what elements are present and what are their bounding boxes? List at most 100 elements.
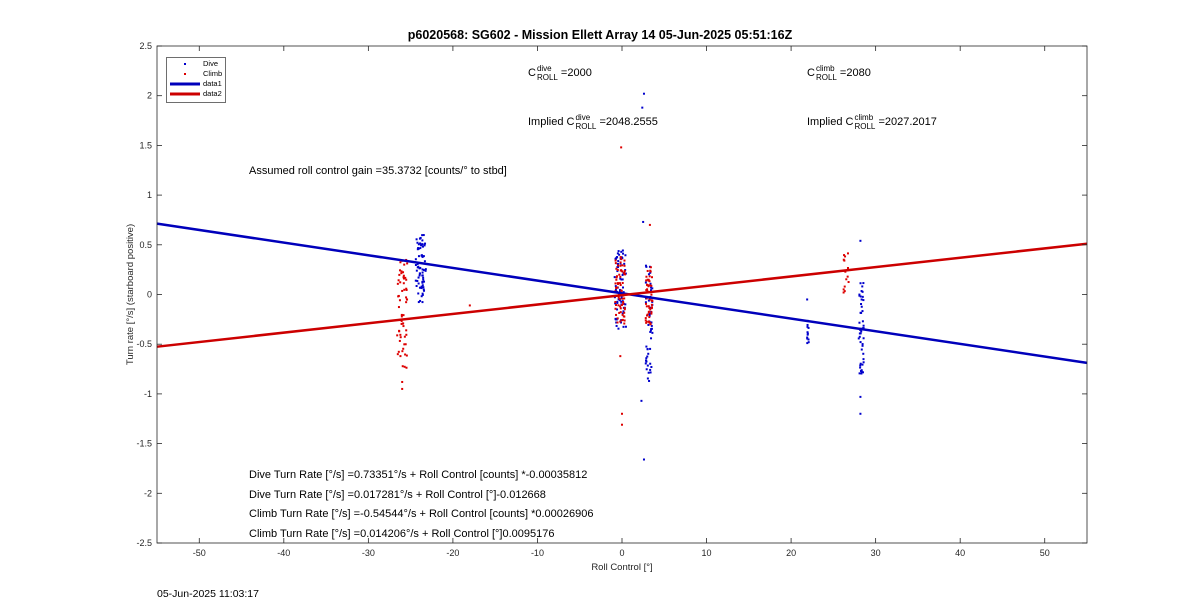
scatter-point-dive — [420, 287, 423, 290]
scatter-point-dive — [647, 352, 650, 355]
scatter-point-climb — [623, 272, 626, 275]
scatter-point-climb — [618, 282, 621, 285]
scatter-point-climb — [619, 355, 622, 358]
scatter-point-climb — [649, 323, 652, 326]
scatter-point-climb — [402, 277, 405, 280]
scatter-point-dive — [648, 314, 651, 317]
scatter-point-dive — [650, 321, 653, 324]
implied-climb-sub: ROLL — [854, 122, 876, 131]
c-roll-climb-base: C — [807, 66, 815, 79]
scatter-point-climb — [399, 336, 402, 339]
legend-item-data2: data2 — [167, 89, 225, 99]
scatter-point-dive — [807, 341, 810, 344]
scatter-point-dive — [621, 249, 624, 252]
x-tick-label: 20 — [786, 548, 796, 558]
scatter-point-climb — [843, 290, 846, 293]
scatter-point-dive — [858, 332, 861, 335]
scatter-point-dive — [646, 348, 649, 351]
scatter-point-climb — [398, 269, 401, 272]
scatter-point-dive — [423, 280, 426, 283]
fit-line-data1 — [156, 222, 1088, 365]
fit-line-data2 — [156, 242, 1088, 348]
legend-item-data1: data1 — [167, 79, 225, 89]
scatter-point-dive — [619, 288, 622, 291]
scatter-point-climb — [846, 266, 849, 269]
scatter-point-climb — [621, 297, 624, 300]
scatter-point-climb — [621, 264, 624, 267]
scatter-point-dive — [646, 364, 649, 367]
scatter-point-climb — [644, 319, 647, 322]
scatter-point-dive — [644, 264, 647, 267]
scatter-point-dive — [650, 366, 653, 369]
scatter-point-climb — [649, 322, 652, 325]
scatter-point-climb — [397, 350, 400, 353]
scatter-point-dive — [807, 326, 810, 329]
legend-item-dive: Dive — [167, 59, 225, 69]
scatter-point-climb — [400, 319, 403, 322]
scatter-point-climb — [614, 262, 617, 265]
scatter-point-dive — [861, 290, 864, 293]
scatter-point-climb — [615, 278, 618, 281]
scatter-point-dive — [859, 395, 862, 398]
scatter-point-dive — [419, 236, 422, 239]
scatter-point-dive — [860, 369, 863, 372]
scatter-point-dive — [645, 368, 648, 371]
scatter-point-dive — [645, 360, 648, 363]
scatter-point-climb — [646, 269, 649, 272]
scatter-point-climb — [615, 276, 618, 279]
scatter-point-dive — [622, 325, 625, 328]
c-roll-climb-sup: climb — [815, 64, 835, 73]
scatter-point-dive — [647, 273, 650, 276]
c-roll-climb-sub: ROLL — [815, 73, 837, 82]
scatter-point-dive — [859, 366, 862, 369]
scatter-point-climb — [645, 279, 648, 282]
scatter-point-dive — [644, 301, 647, 304]
scatter-point-dive — [421, 284, 424, 287]
scatter-point-dive — [418, 274, 421, 277]
scatter-point-dive — [417, 276, 420, 279]
scatter-point-dive — [806, 337, 809, 340]
scatter-point-climb — [399, 333, 402, 336]
scatter-point-dive — [646, 355, 649, 358]
scatter-point-dive — [860, 370, 863, 373]
x-tick-label: -10 — [531, 548, 544, 558]
scatter-point-dive — [806, 332, 809, 335]
scatter-point-climb — [620, 146, 623, 149]
scatter-point-climb — [620, 258, 623, 261]
scatter-point-dive — [861, 295, 864, 298]
scatter-point-dive — [421, 274, 424, 277]
scatter-point-dive — [614, 302, 617, 305]
scatter-point-dive — [806, 336, 809, 339]
scatter-point-climb — [615, 313, 618, 316]
scatter-point-climb — [621, 313, 624, 316]
scatter-point-dive — [416, 241, 419, 244]
scatter-point-climb — [402, 276, 405, 279]
scatter-point-climb — [650, 293, 653, 296]
scatter-point-dive — [649, 330, 652, 333]
climb-fit-degrees: Climb Turn Rate [°/s] =0.014206°/s + Rol… — [249, 528, 555, 540]
scatter-point-dive — [415, 269, 418, 272]
scatter-point-climb — [402, 347, 405, 350]
scatter-point-dive — [642, 458, 645, 461]
scatter-point-climb — [623, 311, 626, 314]
scatter-point-dive — [860, 303, 863, 306]
scatter-point-climb — [623, 315, 626, 318]
scatter-point-dive — [424, 242, 427, 245]
scatter-point-climb — [846, 252, 849, 255]
scatter-point-climb — [621, 423, 623, 426]
scatter-point-dive — [649, 368, 652, 371]
scatter-point-dive — [650, 289, 653, 292]
scatter-point-dive — [421, 255, 424, 258]
scatter-point-climb — [845, 278, 848, 281]
scatter-point-dive — [649, 371, 652, 374]
scatter-point-dive — [859, 364, 862, 367]
scatter-point-dive — [622, 286, 625, 289]
scatter-point-climb — [617, 296, 620, 299]
scatter-point-dive — [423, 260, 426, 263]
scatter-point-climb — [619, 275, 622, 278]
scatter-point-dive — [860, 330, 863, 333]
scatter-point-dive — [619, 290, 622, 293]
scatter-point-climb — [619, 264, 622, 267]
scatter-point-climb — [623, 308, 626, 311]
